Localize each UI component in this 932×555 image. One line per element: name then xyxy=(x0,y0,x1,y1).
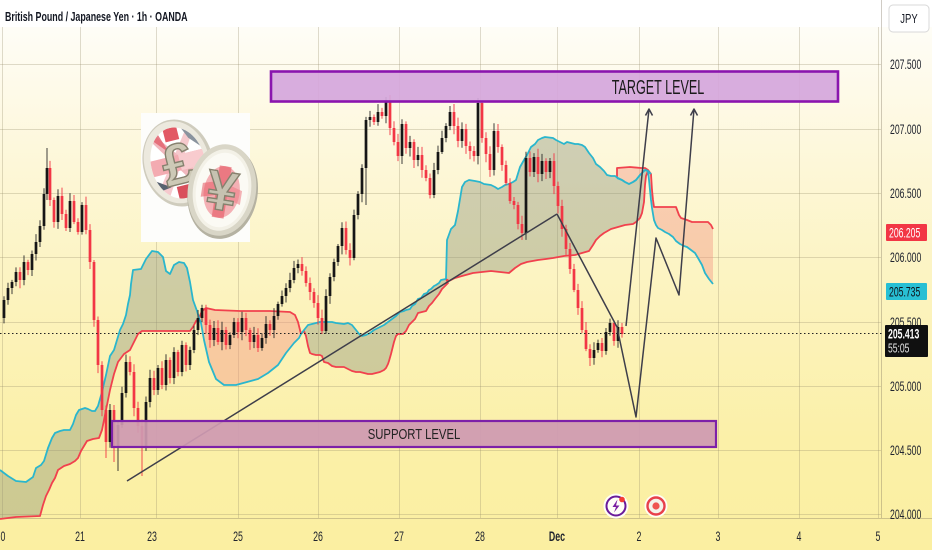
svg-text:Dec: Dec xyxy=(549,529,566,545)
svg-text:21: 21 xyxy=(75,529,85,545)
svg-text:SUPPORT LEVEL: SUPPORT LEVEL xyxy=(368,426,461,443)
svg-text:25: 25 xyxy=(233,529,243,545)
svg-text:27: 27 xyxy=(394,529,404,545)
svg-text:British Pound / Japanese Yen ·: British Pound / Japanese Yen · 1h · OAND… xyxy=(5,11,188,25)
svg-text:28: 28 xyxy=(475,529,485,545)
svg-text:55:05: 55:05 xyxy=(888,342,909,356)
svg-text:205.413: 205.413 xyxy=(888,326,920,342)
svg-text:JPY: JPY xyxy=(900,13,918,27)
svg-text:204.500: 204.500 xyxy=(890,443,922,459)
svg-text:204.000: 204.000 xyxy=(890,507,922,523)
svg-text:206.000: 206.000 xyxy=(890,250,922,266)
svg-text:207.000: 207.000 xyxy=(890,122,922,138)
svg-text:207.500: 207.500 xyxy=(890,57,922,73)
svg-text:206.500: 206.500 xyxy=(890,186,922,202)
svg-text:TARGET LEVEL: TARGET LEVEL xyxy=(612,76,705,99)
svg-text:26: 26 xyxy=(313,529,323,545)
svg-text:205.735: 205.735 xyxy=(889,284,920,300)
svg-text:206.205: 206.205 xyxy=(889,225,920,241)
svg-text:0: 0 xyxy=(1,529,6,545)
svg-text:205.000: 205.000 xyxy=(890,379,922,395)
svg-text:3: 3 xyxy=(716,529,721,545)
svg-text:2: 2 xyxy=(637,529,642,545)
svg-text:4: 4 xyxy=(797,529,802,545)
svg-text:5: 5 xyxy=(876,529,881,545)
svg-text:23: 23 xyxy=(147,529,157,545)
